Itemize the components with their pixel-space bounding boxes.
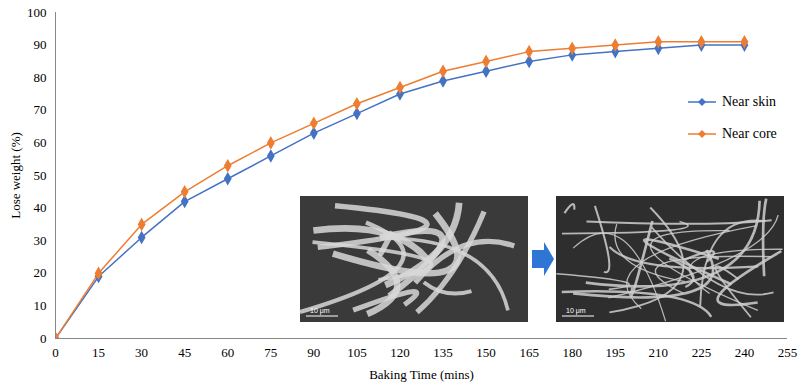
svg-text:70: 70 <box>34 102 47 117</box>
svg-text:225: 225 <box>692 345 712 360</box>
svg-text:30: 30 <box>135 345 148 360</box>
svg-text:45: 45 <box>178 345 191 360</box>
svg-text:75: 75 <box>264 345 277 360</box>
svg-text:210: 210 <box>649 345 669 360</box>
svg-text:165: 165 <box>519 345 539 360</box>
svg-text:120: 120 <box>390 345 410 360</box>
svg-text:20: 20 <box>34 265 47 280</box>
svg-text:0: 0 <box>40 331 47 346</box>
svg-text:Lose weight (%): Lose weight (%) <box>8 132 23 219</box>
svg-text:10 μm: 10 μm <box>566 307 586 315</box>
svg-text:90: 90 <box>307 345 320 360</box>
svg-text:80: 80 <box>34 70 47 85</box>
svg-text:15: 15 <box>92 345 105 360</box>
svg-text:105: 105 <box>347 345 367 360</box>
svg-text:50: 50 <box>34 168 47 183</box>
svg-text:60: 60 <box>34 135 47 150</box>
svg-text:Baking Time (mins): Baking Time (mins) <box>369 367 474 382</box>
svg-text:240: 240 <box>735 345 755 360</box>
svg-text:135: 135 <box>433 345 453 360</box>
svg-text:30: 30 <box>34 233 47 248</box>
svg-text:195: 195 <box>606 345 626 360</box>
svg-text:100: 100 <box>27 5 47 20</box>
svg-text:255: 255 <box>778 345 798 360</box>
html-text:Near skin: Near skin <box>722 94 776 109</box>
svg-text:150: 150 <box>476 345 496 360</box>
svg-text:60: 60 <box>221 345 234 360</box>
svg-text:180: 180 <box>562 345 582 360</box>
html-text:Near core: Near core <box>722 126 777 141</box>
svg-text:40: 40 <box>34 200 47 215</box>
svg-text:90: 90 <box>34 37 47 52</box>
svg-text:0: 0 <box>52 345 59 360</box>
svg-text:10 μm: 10 μm <box>310 307 330 315</box>
svg-text:10: 10 <box>34 298 47 313</box>
